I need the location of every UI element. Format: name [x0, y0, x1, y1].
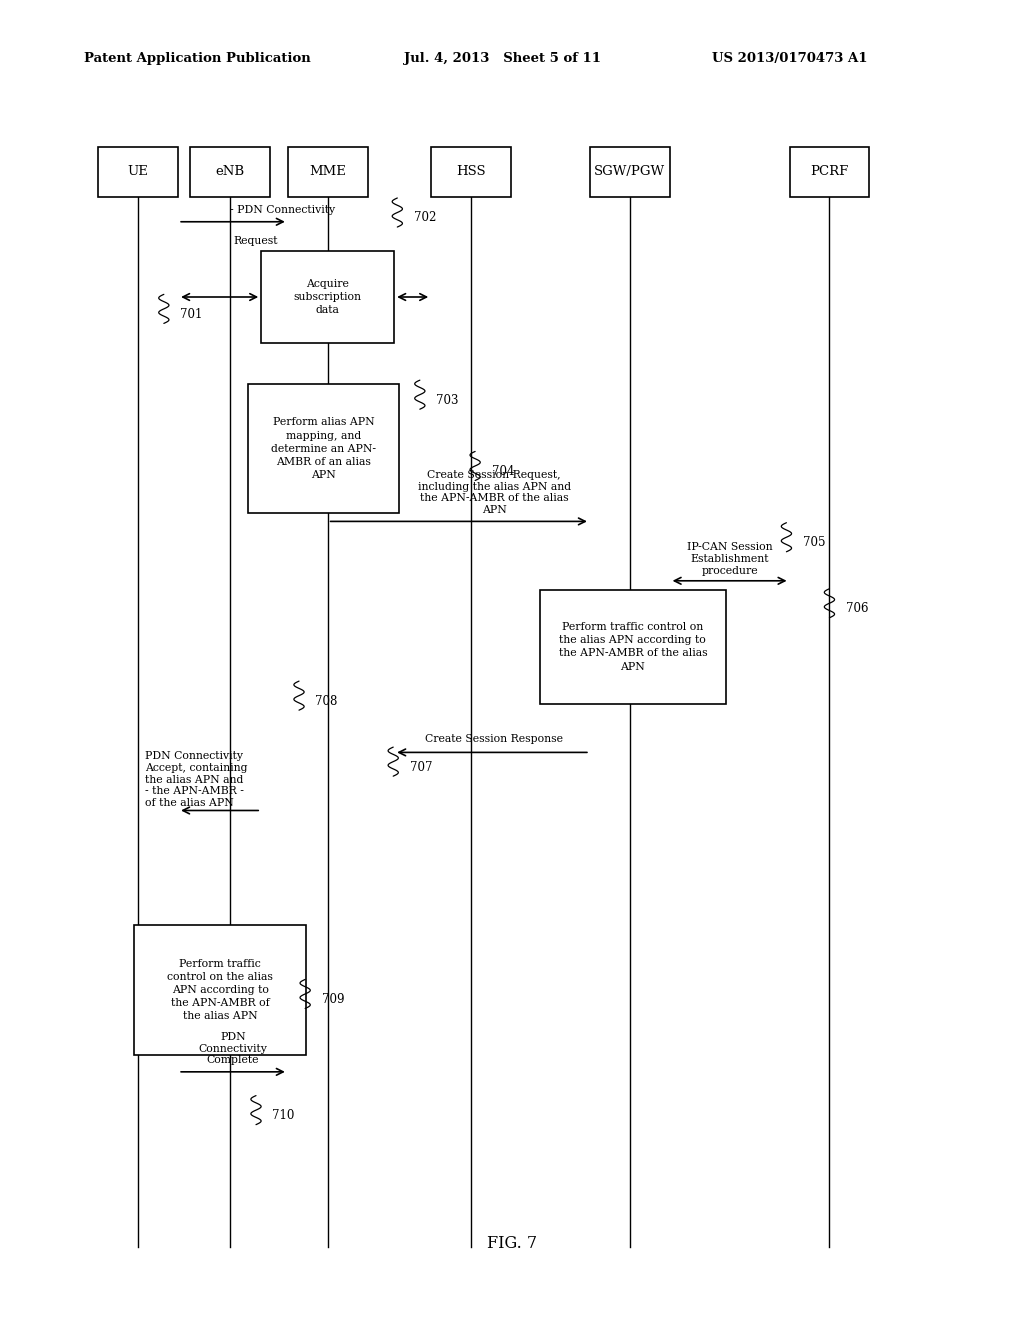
Text: 703: 703	[436, 393, 459, 407]
Text: PCRF: PCRF	[810, 165, 849, 178]
Bar	[248, 384, 399, 513]
Text: PDN
Connectivity
Complete: PDN Connectivity Complete	[199, 1032, 267, 1065]
Text: 701: 701	[180, 308, 203, 321]
Text: - PDN Connectivity: - PDN Connectivity	[230, 205, 336, 215]
Bar	[590, 147, 670, 197]
Text: 706: 706	[846, 602, 868, 615]
Text: MME: MME	[309, 165, 346, 178]
Text: Jul. 4, 2013   Sheet 5 of 11: Jul. 4, 2013 Sheet 5 of 11	[404, 51, 601, 65]
Text: eNB: eNB	[216, 165, 245, 178]
Text: UE: UE	[128, 165, 148, 178]
Text: 704: 704	[492, 465, 514, 478]
Bar	[288, 147, 368, 197]
Text: Patent Application Publication: Patent Application Publication	[84, 51, 310, 65]
Bar	[540, 590, 726, 704]
Bar	[134, 925, 306, 1055]
Text: 707: 707	[410, 760, 432, 774]
Text: PDN Connectivity
Accept, containing
the alias APN and
- the APN-AMBR -
of the al: PDN Connectivity Accept, containing the …	[145, 751, 248, 808]
Text: SGW/PGW: SGW/PGW	[594, 165, 666, 178]
Text: Request: Request	[233, 235, 279, 246]
Text: HSS: HSS	[457, 165, 485, 178]
Text: Create Session Request,
including the alias APN and
the APN-AMBR of the alias
AP: Create Session Request, including the al…	[418, 470, 570, 515]
Text: Perform traffic
control on the alias
APN according to
the APN-AMBR of
the alias : Perform traffic control on the alias APN…	[167, 958, 273, 1022]
Text: 702: 702	[414, 211, 436, 224]
Text: 709: 709	[322, 993, 344, 1006]
Bar	[431, 147, 511, 197]
Text: Perform traffic control on
the alias APN according to
the APN-AMBR of the alias
: Perform traffic control on the alias APN…	[558, 622, 708, 672]
Text: Perform alias APN
mapping, and
determine an APN-
AMBR of an alias
APN: Perform alias APN mapping, and determine…	[271, 417, 376, 480]
Text: Create Session Response: Create Session Response	[425, 734, 563, 744]
Text: IP-CAN Session
Establishment
procedure: IP-CAN Session Establishment procedure	[687, 543, 772, 576]
Bar	[190, 147, 270, 197]
Bar	[790, 147, 869, 197]
Bar	[98, 147, 178, 197]
Text: 705: 705	[803, 536, 825, 549]
Text: Acquire
subscription
data: Acquire subscription data	[294, 279, 361, 315]
Text: FIG. 7: FIG. 7	[487, 1236, 537, 1251]
Text: 708: 708	[315, 694, 338, 708]
Text: US 2013/0170473 A1: US 2013/0170473 A1	[712, 51, 867, 65]
Bar	[261, 251, 394, 343]
Text: 710: 710	[272, 1109, 295, 1122]
